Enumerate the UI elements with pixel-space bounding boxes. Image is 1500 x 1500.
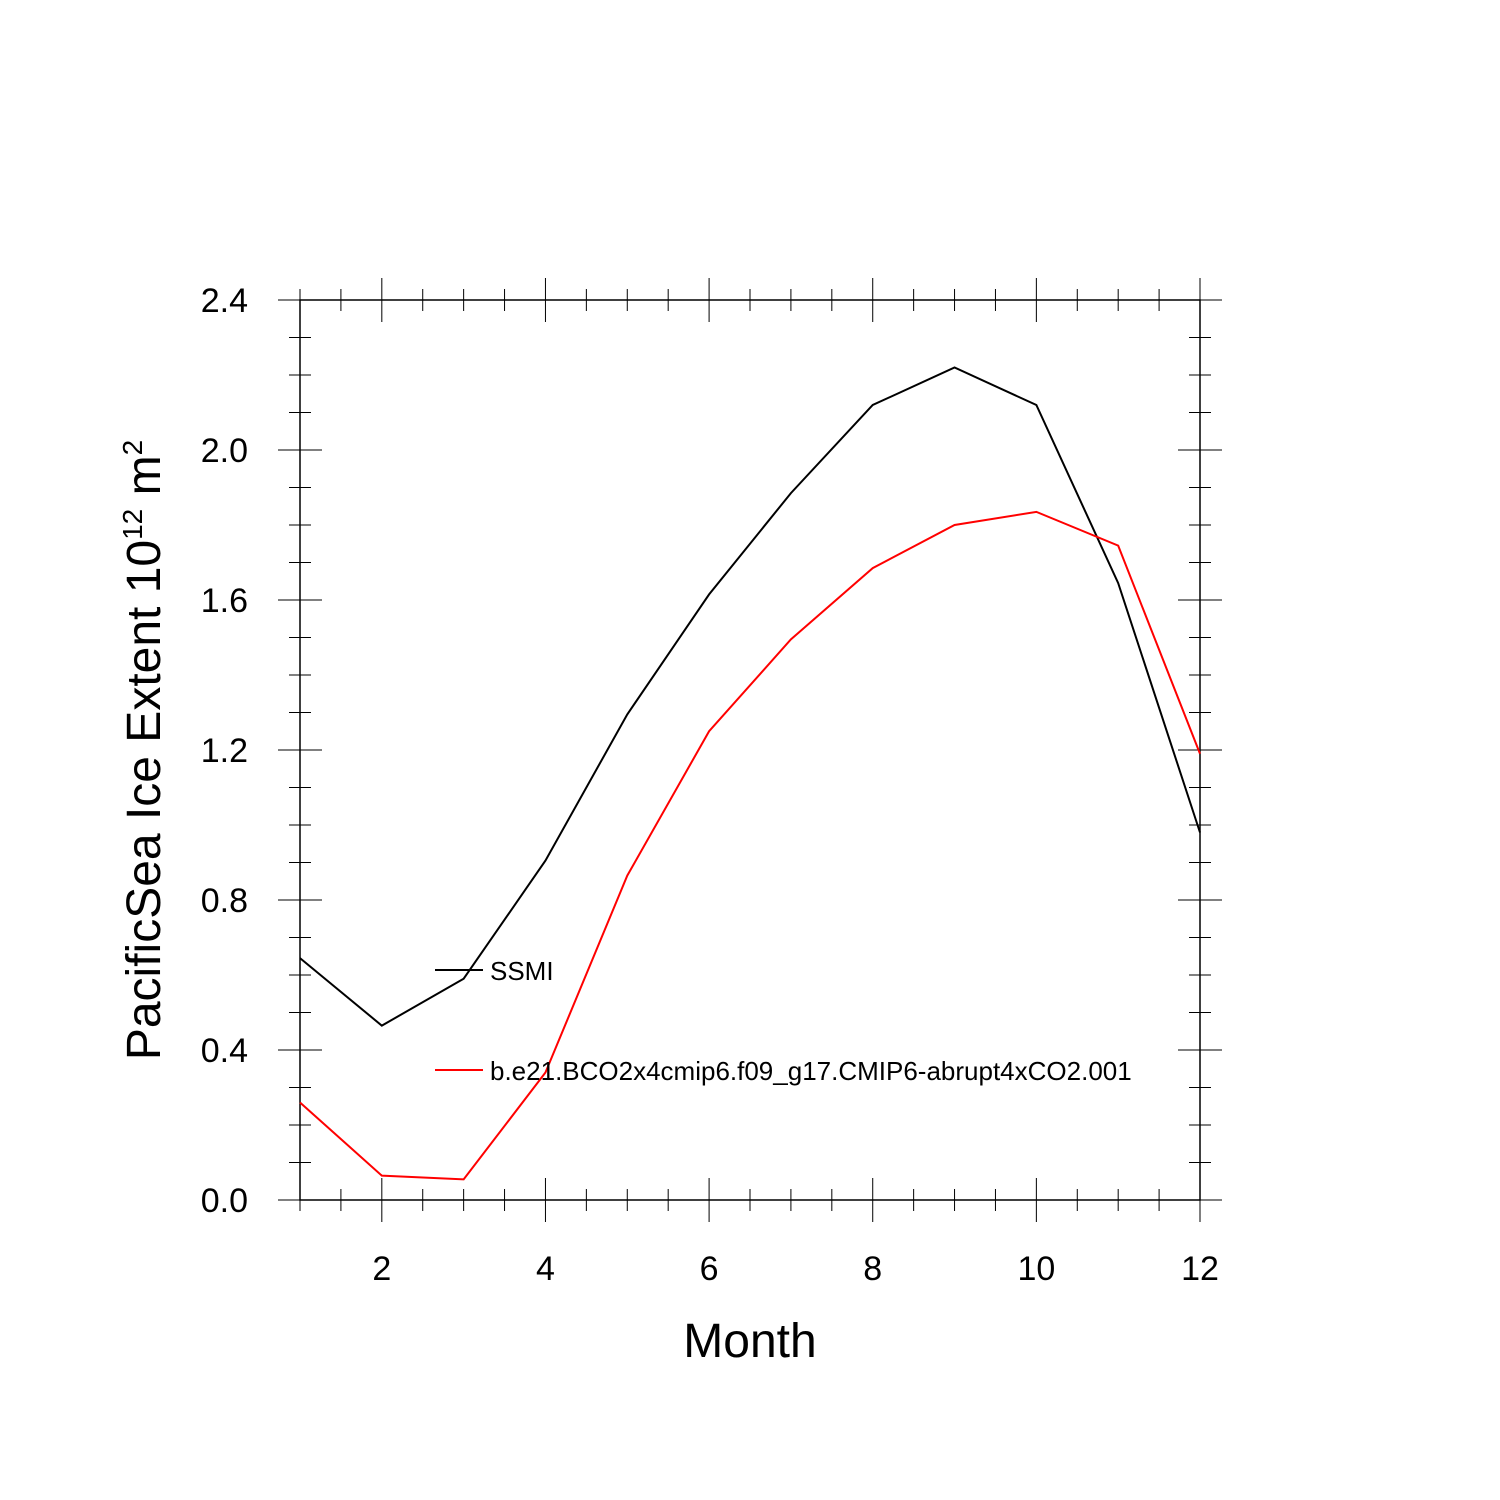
series-line-abrupt4xco2 <box>299 510 1201 1181</box>
y-tick-label: 0.0 <box>201 1182 248 1220</box>
x-axis-title: Month <box>683 1315 816 1368</box>
x-tick-label: 8 <box>863 1250 882 1288</box>
x-tick-label: 10 <box>1017 1250 1055 1288</box>
y-tick-label: 2.0 <box>201 432 248 470</box>
x-tick-label: 2 <box>372 1250 391 1288</box>
tick-marks <box>278 278 1222 1222</box>
x-tick-labels: 2 4 6 8 10 12 <box>372 1250 1219 1288</box>
legend: SSMI b.e21.BCO2x4cmip6.f09_g17.CMIP6-abr… <box>435 956 1132 1086</box>
legend-label-ssmi: SSMI <box>490 956 554 986</box>
y-tick-labels: 0.0 0.4 0.8 1.2 1.6 2.0 2.4 <box>201 282 248 1220</box>
x-tick-label: 12 <box>1181 1250 1219 1288</box>
series-line-ssmi <box>299 366 1201 1027</box>
y-tick-label: 0.4 <box>201 1032 248 1070</box>
y-tick-label: 1.2 <box>201 732 248 770</box>
y-axis-title: PacificSea Ice Extent 1012 m2 <box>117 440 171 1060</box>
legend-label-abrupt4xco2: b.e21.BCO2x4cmip6.f09_g17.CMIP6-abrupt4x… <box>490 1056 1132 1086</box>
y-tick-label: 1.6 <box>201 582 248 620</box>
x-tick-label: 4 <box>536 1250 555 1288</box>
series-lines <box>299 366 1201 1181</box>
y-tick-label: 2.4 <box>201 282 248 320</box>
y-tick-label: 0.8 <box>201 882 248 920</box>
x-tick-label: 6 <box>700 1250 719 1288</box>
